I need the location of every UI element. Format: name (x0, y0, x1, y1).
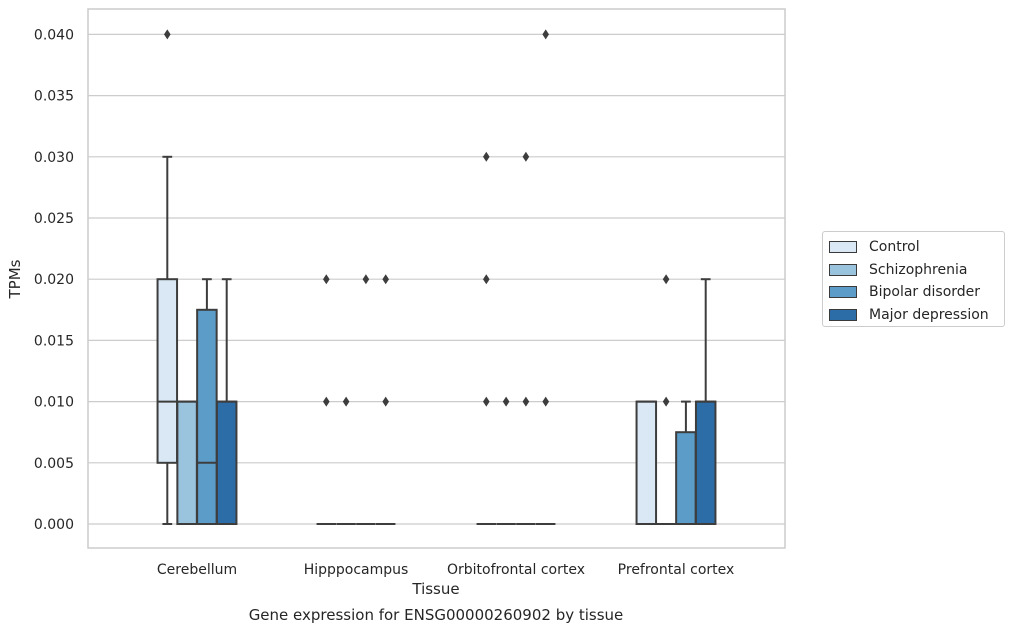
box (675, 431, 697, 526)
outlier-point (483, 396, 490, 407)
box-group (516, 151, 536, 525)
outlier-point (542, 29, 549, 40)
legend-label-major-depression: Major depression (869, 306, 989, 323)
box-group (694, 278, 717, 526)
box-group (635, 400, 658, 526)
legend-label-control: Control (869, 239, 920, 256)
legend-label-bipolar-disorder: Bipolar disorder (869, 284, 981, 301)
box-group (316, 274, 337, 525)
legend-item-bipolar-disorder: Bipolar disorder (829, 281, 998, 304)
plot-frame (87, 8, 786, 549)
outlier-point (522, 151, 530, 162)
box-group (375, 274, 396, 525)
y-tick-label: 0.020 (34, 272, 74, 288)
outlier-point (323, 274, 330, 285)
x-tick-label: Cerebellum (157, 562, 237, 578)
y-tick-label: 0.025 (34, 211, 74, 227)
outlier-point (542, 396, 549, 407)
outlier-point (164, 29, 171, 40)
legend-swatch-major-depression (829, 308, 857, 321)
legend-item-major-depression: Major depression (829, 304, 998, 327)
y-tick-label: 0.010 (34, 395, 74, 411)
box-group (656, 274, 676, 525)
outlier-point (342, 396, 350, 407)
box (694, 400, 717, 526)
box-group (336, 396, 356, 525)
x-tick-labels: Cerebellum Hipppocampus Orbitofrontal cort… (157, 562, 734, 578)
x-tick-label: Prefrontal cortex (618, 562, 735, 578)
legend-label-schizophrenia: Schizophrenia (869, 261, 968, 278)
box (176, 400, 198, 526)
x-tick-label: Hipppocampus (304, 562, 409, 578)
y-tick-label: 0.015 (34, 333, 74, 349)
box (196, 308, 218, 525)
y-tick-labels: 0.000 0.005 0.010 0.015 0.020 0.025 0.030 0.035… (34, 27, 74, 533)
legend-swatch-schizophrenia (829, 263, 857, 276)
x-tick-label: Orbitofrontal cortex (447, 562, 585, 578)
outlier-point (662, 274, 670, 285)
outlier-point (502, 396, 510, 407)
box-plot-marks (156, 29, 717, 526)
box (156, 278, 179, 464)
box-group (196, 278, 218, 525)
box-group (476, 151, 497, 525)
box (635, 400, 658, 526)
outlier-point (483, 274, 490, 285)
box-group (496, 396, 516, 525)
box-group (535, 29, 556, 525)
outlier-point (522, 396, 530, 407)
y-axis-label: TPMs (6, 259, 24, 299)
outlier-point (382, 274, 389, 285)
box-group (215, 278, 238, 526)
outlier-point (323, 396, 330, 407)
legend-item-schizophrenia: Schizophrenia (829, 259, 998, 282)
outlier-point (382, 396, 389, 407)
legend: Control Schizophrenia Bipolar disorder M… (822, 231, 1005, 327)
box-group (356, 274, 376, 525)
legend-swatch-control (829, 241, 857, 254)
y-tick-label: 0.030 (34, 150, 74, 166)
chart-caption: Gene expression for ENSG00000260902 by t… (248, 606, 624, 624)
y-tick-label: 0.005 (34, 456, 74, 472)
outlier-point (483, 151, 490, 162)
x-axis-label: Tissue (411, 580, 459, 598)
box-group (156, 29, 179, 525)
y-tick-label: 0.035 (34, 89, 74, 105)
legend-item-control: Control (829, 236, 998, 259)
box-group (176, 400, 198, 526)
outlier-point (662, 396, 670, 407)
outlier-point (362, 274, 370, 285)
box (215, 400, 238, 526)
box-group (675, 400, 697, 526)
legend-swatch-bipolar-disorder (829, 286, 857, 299)
y-tick-label: 0.040 (34, 27, 74, 43)
y-tick-label: 0.000 (34, 517, 74, 533)
